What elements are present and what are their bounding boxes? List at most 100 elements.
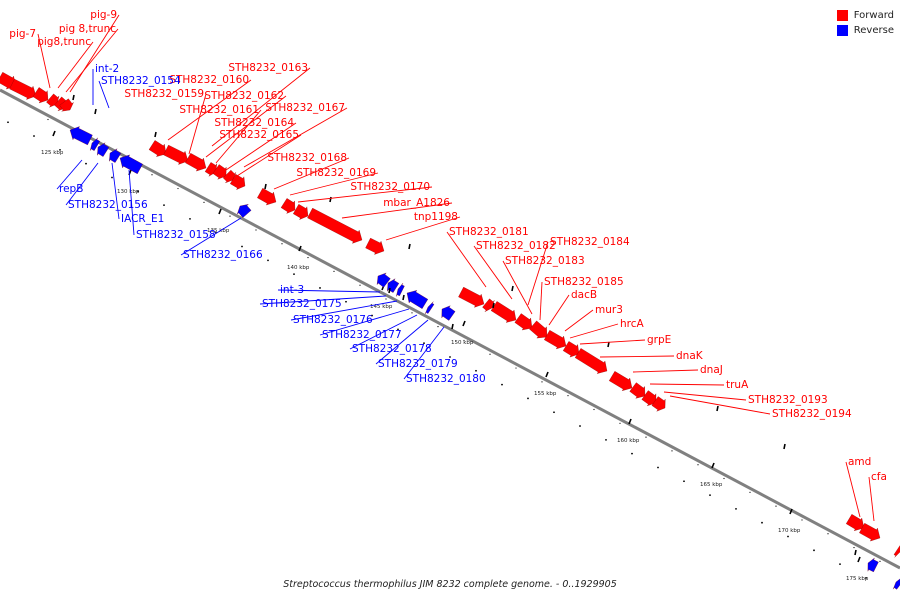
legend-reverse-label: Reverse bbox=[853, 25, 894, 36]
scale-tick bbox=[218, 208, 222, 215]
guide-dot bbox=[683, 480, 685, 483]
scale-label: 145 kbp bbox=[370, 304, 393, 310]
scale-label: 125 kbp bbox=[41, 150, 64, 156]
legend: Forward Reverse bbox=[836, 8, 894, 38]
label-pig8-trunc: pig8,trunc bbox=[37, 36, 91, 48]
guide-dot-upper bbox=[801, 519, 803, 521]
forward-gene-arrow bbox=[608, 371, 633, 392]
label-sth8232-0194: STH8232_0194 bbox=[772, 408, 852, 420]
scale-tick bbox=[545, 371, 549, 378]
guide-dot-upper bbox=[489, 353, 491, 355]
scale-tick bbox=[298, 245, 302, 252]
feature-tick bbox=[492, 302, 495, 309]
reverse-gene-arrow bbox=[441, 305, 456, 321]
guide-dot bbox=[865, 577, 867, 579]
label-sth8232-0193: STH8232_0193 bbox=[748, 394, 828, 406]
label-pig-7-leader bbox=[37, 33, 51, 89]
guide-dot-upper bbox=[593, 408, 595, 411]
label-sth8232-0180-leader bbox=[403, 326, 445, 380]
legend-forward-label: Forward bbox=[853, 10, 894, 21]
label-repb-leader bbox=[56, 159, 83, 190]
label-dnak: dnaK bbox=[676, 350, 704, 362]
label-sth8232-0165: STH8232_0165 bbox=[219, 129, 299, 141]
label-mur3: mur3 bbox=[595, 304, 623, 316]
scale-tick bbox=[711, 462, 715, 469]
scale-label: 150 kbp bbox=[451, 340, 474, 346]
guide-dot bbox=[345, 300, 347, 303]
guide-dot bbox=[735, 507, 737, 510]
guide-dot bbox=[85, 162, 87, 165]
guide-dot-upper bbox=[775, 505, 777, 507]
label-mur3-leader bbox=[564, 309, 594, 332]
label-sth8232-0156: STH8232_0156 bbox=[68, 199, 148, 211]
label-hrca-leader bbox=[569, 323, 619, 339]
guide-dot bbox=[371, 314, 373, 317]
label-sth8232-0178: STH8232_0178 bbox=[352, 343, 432, 355]
forward-gene-arrow bbox=[641, 390, 657, 407]
guide-dot-upper bbox=[177, 187, 179, 190]
label-sth8232-0165-leader bbox=[236, 134, 302, 177]
label-dacb: dacB bbox=[571, 289, 597, 301]
label-sth8232-0181: STH8232_0181 bbox=[449, 226, 529, 238]
label-tnp1198-leader bbox=[385, 216, 461, 241]
guide-dot bbox=[267, 259, 269, 262]
label-pig8-trunc-leader bbox=[57, 41, 94, 89]
guide-dot bbox=[527, 397, 529, 400]
guide-dot bbox=[475, 369, 477, 372]
label-sth8232-0170-leader bbox=[297, 186, 433, 203]
scale-tick bbox=[628, 418, 632, 425]
feature-tick bbox=[451, 323, 454, 330]
label-sth8232-0176: STH8232_0176 bbox=[293, 314, 373, 326]
label-sth8232-0162: STH8232_0162 bbox=[204, 90, 284, 102]
scale-label: 170 kbp bbox=[778, 528, 801, 534]
label-sth8232-0170: STH8232_0170 bbox=[350, 181, 430, 193]
label-cfa-leader bbox=[868, 476, 875, 522]
scale-label: 135 kbp bbox=[207, 228, 230, 234]
label-sth8232-0158-leader bbox=[128, 169, 135, 236]
forward-gene-arrow bbox=[893, 545, 900, 558]
forward-gene-arrow bbox=[514, 313, 533, 331]
guide-dot-upper bbox=[359, 284, 361, 286]
guide-dot bbox=[111, 176, 113, 179]
label-sth8232-0176-leader bbox=[290, 300, 398, 321]
forward-gene-arrow bbox=[185, 152, 207, 172]
forward-gene-arrow bbox=[163, 144, 189, 165]
label-int-3: int-3 bbox=[280, 284, 304, 296]
guide-dot-upper bbox=[47, 118, 49, 121]
label-sth8232-0159-leader bbox=[188, 93, 207, 155]
feature-tick bbox=[264, 183, 267, 190]
reverse-gene-arrow bbox=[119, 154, 143, 175]
label-iacr-e1: IACR_E1 bbox=[121, 213, 164, 225]
feature-tick bbox=[511, 285, 514, 292]
label-sth8232-0160: STH8232_0160 bbox=[169, 74, 249, 86]
guide-dot-upper bbox=[749, 491, 751, 493]
guide-dot-upper bbox=[619, 422, 621, 424]
guide-dot-upper bbox=[463, 339, 465, 342]
feature-tick bbox=[607, 341, 610, 348]
feature-tick bbox=[72, 94, 75, 101]
forward-gene-arrow bbox=[458, 286, 485, 308]
label-sth8232-0166-leader bbox=[180, 217, 242, 256]
label-trua-leader bbox=[649, 383, 725, 386]
guide-dot bbox=[787, 535, 789, 538]
label-sth8232-0177-leader bbox=[319, 308, 410, 336]
guide-dot-upper bbox=[437, 326, 439, 328]
label-sth8232-0164-leader bbox=[225, 122, 297, 171]
forward-gene-arrow bbox=[562, 341, 580, 358]
label-sth8232-0169: STH8232_0169 bbox=[296, 167, 376, 179]
forward-gene-arrow bbox=[529, 320, 548, 339]
forward-gene-arrow bbox=[490, 301, 517, 323]
forward-gene-arrow bbox=[293, 204, 309, 220]
guide-dot-upper bbox=[255, 229, 257, 231]
guide-dot bbox=[241, 245, 243, 248]
reverse-gene-arrow bbox=[69, 126, 93, 146]
scale-label: 175 kbp bbox=[846, 576, 869, 582]
label-sth8232-0178-leader bbox=[349, 314, 418, 350]
forward-gene-arrow bbox=[574, 348, 608, 374]
reverse-gene-arrow bbox=[90, 137, 101, 151]
label-sth8232-0180: STH8232_0180 bbox=[406, 373, 486, 385]
label-sth8232-0162-leader bbox=[205, 95, 287, 158]
label-sth8232-0183-leader bbox=[502, 260, 533, 315]
guide-dot bbox=[631, 452, 633, 455]
guide-dot bbox=[59, 148, 61, 151]
